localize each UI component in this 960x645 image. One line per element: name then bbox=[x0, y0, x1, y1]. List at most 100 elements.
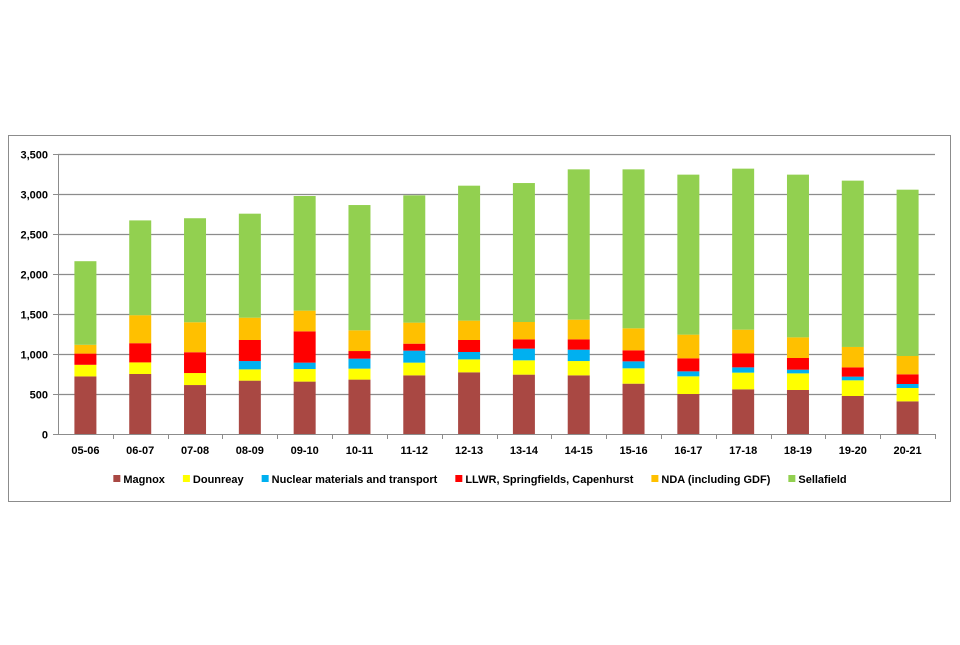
bar-segment-llwr-springfields-capenhurst-07-08 bbox=[184, 352, 207, 374]
bar-segment-magnox-16-17 bbox=[677, 394, 700, 434]
bar-segment-dounreay-06-07 bbox=[129, 362, 152, 374]
bar-segment-sellafield-18-19 bbox=[786, 174, 809, 338]
legend-label: Nuclear materials and transport bbox=[272, 474, 438, 486]
bar-segment-nuclear-materials-and-transport-11-12 bbox=[403, 350, 426, 363]
bar-segment-magnox-20-21 bbox=[896, 401, 919, 434]
bar-segment-sellafield-17-18 bbox=[732, 168, 755, 330]
x-tick-label: 07-08 bbox=[181, 445, 209, 457]
bar-segment-sellafield-14-15 bbox=[567, 169, 590, 320]
bar-segment-sellafield-05-06 bbox=[74, 261, 97, 345]
bar-segment-magnox-13-14 bbox=[512, 374, 535, 434]
bar-segment-llwr-springfields-capenhurst-17-18 bbox=[732, 353, 755, 368]
bar-segment-magnox-11-12 bbox=[403, 375, 426, 434]
bar-segment-dounreay-10-11 bbox=[348, 368, 371, 380]
y-tick-label: 1,000 bbox=[20, 350, 48, 362]
bar-segment-sellafield-15-16 bbox=[622, 169, 645, 329]
bar-segment-nda-including-gdf-18-19 bbox=[786, 337, 809, 358]
y-tick-label: 3,500 bbox=[20, 150, 48, 162]
bar-segment-magnox-09-10 bbox=[293, 381, 316, 434]
bar-segment-dounreay-18-19 bbox=[786, 373, 809, 390]
bar-segment-dounreay-08-09 bbox=[238, 369, 261, 381]
x-tick-label: 10-11 bbox=[346, 445, 374, 457]
legend-swatch bbox=[182, 475, 190, 482]
bar-segment-nda-including-gdf-10-11 bbox=[348, 330, 371, 352]
x-tick-label: 17-18 bbox=[729, 445, 757, 457]
legend-label: Sellafield bbox=[798, 474, 846, 486]
bar-segment-nuclear-materials-and-transport-13-14 bbox=[512, 348, 535, 361]
legend-swatch bbox=[651, 475, 659, 482]
x-tick-label: 12-13 bbox=[455, 445, 483, 457]
legend-item: NDA (including GDF) bbox=[651, 474, 771, 486]
legend-label: Magnox bbox=[123, 474, 165, 486]
bar-segment-nuclear-materials-and-transport-12-13 bbox=[458, 352, 481, 360]
y-tick-label: 2,500 bbox=[20, 230, 48, 242]
x-tick-label: 13-14 bbox=[510, 445, 539, 457]
bar-segment-sellafield-08-09 bbox=[238, 213, 261, 318]
x-tick-label: 20-21 bbox=[894, 445, 922, 457]
bar-segment-llwr-springfields-capenhurst-16-17 bbox=[677, 358, 700, 372]
bar-segment-dounreay-16-17 bbox=[677, 376, 700, 394]
bar-segment-nda-including-gdf-14-15 bbox=[567, 319, 590, 340]
bar-segment-magnox-06-07 bbox=[129, 374, 152, 434]
bar-segment-magnox-07-08 bbox=[184, 385, 207, 434]
bar-segment-llwr-springfields-capenhurst-08-09 bbox=[238, 340, 261, 362]
bar-segment-nda-including-gdf-08-09 bbox=[238, 317, 261, 340]
bar-segment-nda-including-gdf-17-18 bbox=[732, 329, 755, 354]
bar-segment-sellafield-19-20 bbox=[841, 180, 864, 347]
legend-swatch bbox=[455, 475, 463, 482]
bar-segment-llwr-springfields-capenhurst-11-12 bbox=[403, 343, 426, 351]
bar-segment-nda-including-gdf-05-06 bbox=[74, 344, 97, 354]
bar-segment-magnox-05-06 bbox=[74, 376, 97, 434]
bar-segment-sellafield-16-17 bbox=[677, 174, 700, 335]
bar-segment-nuclear-materials-and-transport-15-16 bbox=[622, 361, 645, 369]
bar-segment-sellafield-13-14 bbox=[512, 183, 535, 322]
bar-segment-nuclear-materials-and-transport-18-19 bbox=[786, 369, 809, 374]
bar-segment-sellafield-20-21 bbox=[896, 189, 919, 356]
bar-segment-sellafield-12-13 bbox=[458, 185, 481, 321]
bar-segment-nda-including-gdf-12-13 bbox=[458, 320, 481, 340]
bar-segment-nda-including-gdf-16-17 bbox=[677, 334, 700, 359]
bar-segment-nda-including-gdf-20-21 bbox=[896, 356, 919, 375]
bar-segment-nuclear-materials-and-transport-10-11 bbox=[348, 358, 371, 369]
y-tick-label: 3,000 bbox=[20, 190, 48, 202]
bar-segment-sellafield-07-08 bbox=[184, 218, 207, 323]
bar-segment-magnox-12-13 bbox=[458, 372, 481, 434]
bar-segment-llwr-springfields-capenhurst-12-13 bbox=[458, 340, 481, 352]
bar-segment-llwr-springfields-capenhurst-18-19 bbox=[786, 358, 809, 370]
x-tick-label: 16-17 bbox=[674, 445, 702, 457]
legend-item: Magnox bbox=[113, 474, 166, 486]
legend-item: LLWR, Springfields, Capenhurst bbox=[455, 474, 634, 486]
x-tick-label: 11-12 bbox=[401, 445, 429, 457]
x-tick-label: 08-09 bbox=[236, 445, 264, 457]
bar-segment-dounreay-15-16 bbox=[622, 368, 645, 384]
bar-segment-dounreay-11-12 bbox=[403, 362, 426, 376]
bar-segment-magnox-14-15 bbox=[567, 375, 590, 434]
bar-segment-dounreay-17-18 bbox=[732, 372, 755, 390]
bar-segment-nda-including-gdf-11-12 bbox=[403, 322, 426, 344]
bar-segment-llwr-springfields-capenhurst-14-15 bbox=[567, 339, 590, 350]
legend-label: NDA (including GDF) bbox=[661, 474, 770, 486]
bar-segment-sellafield-10-11 bbox=[348, 205, 371, 331]
legend-item: Nuclear materials and transport bbox=[261, 474, 438, 486]
bar-segment-dounreay-14-15 bbox=[567, 361, 590, 376]
x-tick-label: 18-19 bbox=[784, 445, 812, 457]
x-tick-label: 09-10 bbox=[291, 445, 319, 457]
bar-segment-dounreay-12-13 bbox=[458, 359, 481, 373]
bar-segment-nuclear-materials-and-transport-14-15 bbox=[567, 349, 590, 362]
y-tick-label: 2,000 bbox=[20, 270, 48, 282]
bar-segment-nuclear-materials-and-transport-19-20 bbox=[841, 376, 864, 381]
bar-segment-llwr-springfields-capenhurst-19-20 bbox=[841, 367, 864, 377]
bar-segment-magnox-15-16 bbox=[622, 383, 645, 434]
bar-segment-dounreay-09-10 bbox=[293, 369, 316, 382]
bar-segment-dounreay-07-08 bbox=[184, 373, 207, 386]
bar-segment-llwr-springfields-capenhurst-15-16 bbox=[622, 350, 645, 362]
bar-segment-nuclear-materials-and-transport-16-17 bbox=[677, 371, 700, 377]
bar-segment-sellafield-09-10 bbox=[293, 196, 316, 311]
y-tick-label: 1,500 bbox=[20, 310, 48, 322]
legend-label: Dounreay bbox=[193, 474, 245, 486]
x-tick-label: 14-15 bbox=[565, 445, 593, 457]
bar-segment-magnox-17-18 bbox=[732, 389, 755, 434]
y-tick-label: 500 bbox=[30, 390, 48, 402]
bar-segment-sellafield-11-12 bbox=[403, 195, 426, 323]
